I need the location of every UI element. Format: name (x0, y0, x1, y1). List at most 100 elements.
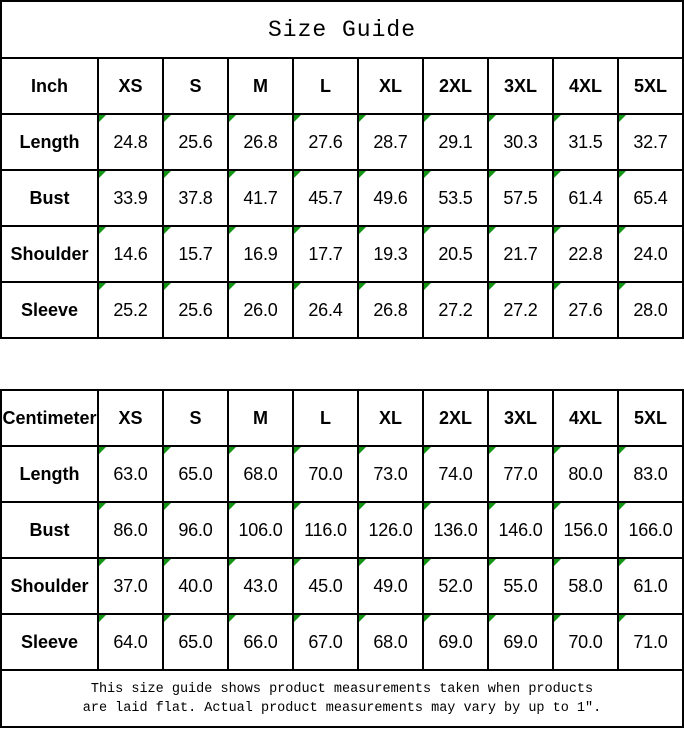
measurement-cell: 74.0 (422, 445, 489, 503)
cell-label: 2XL (438, 407, 472, 428)
error-indicator-icon (555, 504, 561, 510)
measurement-value: 83.0 (633, 463, 668, 484)
measurement-value: 26.4 (308, 299, 343, 320)
measurement-cell: 116.0 (292, 501, 359, 559)
measurement-cell: 65.4 (617, 169, 684, 227)
size-column-header: 5XL (617, 389, 684, 447)
measurement-cell: 86.0 (97, 501, 164, 559)
measurement-value: 17.7 (308, 243, 343, 264)
measurement-cell: 17.7 (292, 225, 359, 283)
measurement-cell: 30.3 (487, 113, 554, 171)
measurement-value: 24.0 (633, 243, 668, 264)
centimeter-size-table: Centimeter XS S M L XL 2XL 3XL 4XL 5XL Length 63.0 6… (0, 389, 684, 671)
measurement-cell: 58.0 (552, 557, 619, 615)
error-indicator-icon (230, 504, 236, 510)
measurement-value: 27.2 (438, 299, 473, 320)
error-indicator-icon (490, 616, 496, 622)
measurement-value: 14.6 (113, 243, 148, 264)
measurement-cell: 21.7 (487, 225, 554, 283)
cell-label: 2XL (438, 75, 472, 96)
measurement-value: 37.0 (113, 575, 148, 596)
error-indicator-icon (165, 616, 171, 622)
measurement-value: 116.0 (304, 519, 347, 540)
error-indicator-icon (295, 504, 301, 510)
measurement-value: 31.5 (568, 131, 603, 152)
measurement-value: 86.0 (113, 519, 148, 540)
measurement-cell: 69.0 (422, 613, 489, 671)
measurement-value: 37.8 (178, 187, 213, 208)
measurement-value: 41.7 (243, 187, 278, 208)
measurement-cell: 27.6 (552, 281, 619, 339)
measurement-value: 25.2 (113, 299, 148, 320)
error-indicator-icon (490, 560, 496, 566)
measurement-value: 80.0 (568, 463, 603, 484)
measurement-cell: 22.8 (552, 225, 619, 283)
unit-header-cell: Centimeter (0, 389, 99, 447)
error-indicator-icon (620, 284, 626, 290)
measurement-cell: 66.0 (227, 613, 294, 671)
measure-row-label: Sleeve (0, 613, 99, 671)
measurement-row: Length 24.8 25.6 26.8 27.6 28.7 29.1 30.3 31.5 32… (0, 113, 684, 171)
measurement-cell: 52.0 (422, 557, 489, 615)
error-indicator-icon (360, 616, 366, 622)
error-indicator-icon (620, 172, 626, 178)
measurement-value: 29.1 (438, 131, 473, 152)
error-indicator-icon (295, 228, 301, 234)
measurement-cell: 57.5 (487, 169, 554, 227)
measurement-value: 65.4 (633, 187, 668, 208)
measurement-cell: 53.5 (422, 169, 489, 227)
measurement-cell: 166.0 (617, 501, 684, 559)
size-column-header: XL (357, 389, 424, 447)
size-column-header: 4XL (552, 389, 619, 447)
cell-label: 5XL (633, 75, 667, 96)
size-column-header: 3XL (487, 57, 554, 115)
measurement-value: 68.0 (243, 463, 278, 484)
measurement-cell: 45.0 (292, 557, 359, 615)
measurement-value: 69.0 (503, 631, 538, 652)
measurement-cell: 16.9 (227, 225, 294, 283)
measurement-cell: 31.5 (552, 113, 619, 171)
measurement-value: 55.0 (503, 575, 538, 596)
measurement-cell: 24.0 (617, 225, 684, 283)
measurement-cell: 19.3 (357, 225, 424, 283)
measure-row-label: Length (0, 445, 99, 503)
measurement-cell: 26.4 (292, 281, 359, 339)
measurement-cell: 73.0 (357, 445, 424, 503)
measurement-cell: 136.0 (422, 501, 489, 559)
error-indicator-icon (165, 172, 171, 178)
cell-label: L (320, 75, 331, 96)
error-indicator-icon (165, 116, 171, 122)
error-indicator-icon (360, 228, 366, 234)
measurement-cell: 106.0 (227, 501, 294, 559)
measurement-cell: 25.2 (97, 281, 164, 339)
measurement-cell: 69.0 (487, 613, 554, 671)
measurement-cell: 33.9 (97, 169, 164, 227)
error-indicator-icon (295, 560, 301, 566)
measurement-cell: 15.7 (162, 225, 229, 283)
error-indicator-icon (360, 448, 366, 454)
measurement-value: 33.9 (113, 187, 148, 208)
error-indicator-icon (555, 228, 561, 234)
error-indicator-icon (230, 616, 236, 622)
error-indicator-icon (620, 448, 626, 454)
measurement-value: 69.0 (438, 631, 473, 652)
measurement-value: 63.0 (113, 463, 148, 484)
error-indicator-icon (295, 448, 301, 454)
cell-label: M (253, 75, 268, 96)
measurement-value: 73.0 (373, 463, 408, 484)
error-indicator-icon (555, 616, 561, 622)
measurement-value: 16.9 (243, 243, 278, 264)
error-indicator-icon (230, 448, 236, 454)
error-indicator-icon (555, 448, 561, 454)
measurement-value: 45.0 (308, 575, 343, 596)
cell-label: Sleeve (20, 631, 79, 652)
measurement-row: Sleeve 25.2 25.6 26.0 26.4 26.8 27.2 27.2 27.6 28… (0, 281, 684, 339)
measurement-value: 25.6 (178, 131, 213, 152)
error-indicator-icon (425, 116, 431, 122)
measurement-value: 74.0 (438, 463, 473, 484)
measurement-cell: 43.0 (227, 557, 294, 615)
measurement-value: 24.8 (113, 131, 148, 152)
error-indicator-icon (425, 560, 431, 566)
size-column-header: S (162, 389, 229, 447)
